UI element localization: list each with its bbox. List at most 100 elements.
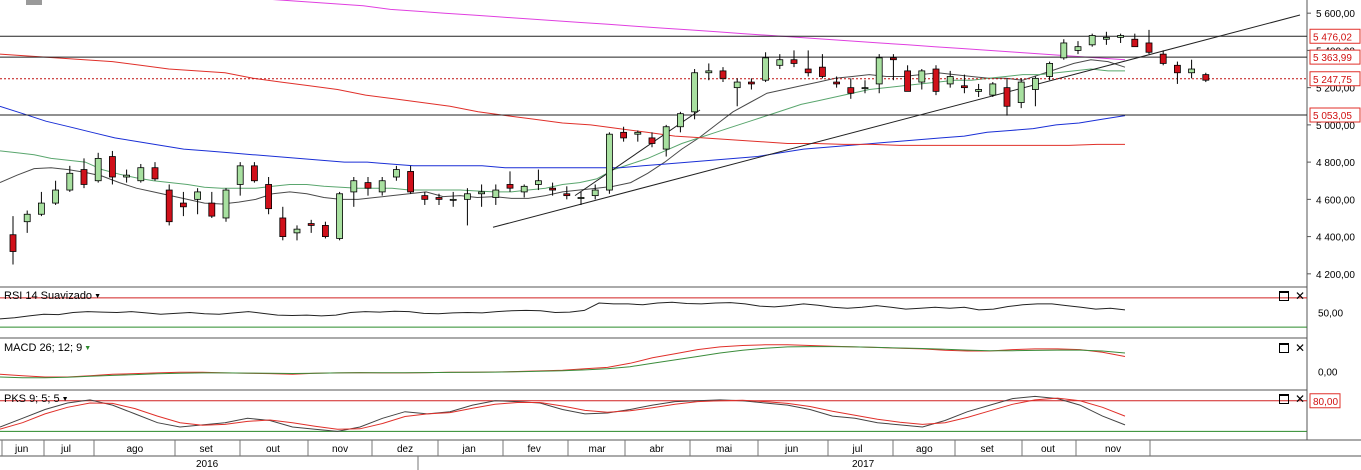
pks-indicator-name: PKS 9; 5; 5: [4, 393, 60, 405]
candle-down: [549, 187, 556, 191]
candle-down: [208, 202, 216, 217]
candle-up: [705, 70, 713, 74]
candle-up: [1103, 36, 1110, 40]
candle-up: [137, 167, 145, 182]
candle-down: [748, 81, 755, 85]
month-label: abr: [650, 444, 665, 455]
candle-up: [378, 180, 386, 193]
candle-down: [932, 68, 940, 92]
candle-up: [350, 180, 358, 193]
month-label: out: [266, 444, 280, 455]
level-value-label: 5 476,02: [1313, 32, 1352, 43]
candle-down: [1003, 87, 1011, 107]
window-box-icon[interactable]: [1279, 291, 1289, 301]
candle-up: [1032, 77, 1039, 90]
candle-up: [1046, 63, 1053, 77]
ma-long-line: [0, 105, 1126, 169]
candle-up: [1088, 35, 1096, 46]
window-box-icon[interactable]: [1279, 343, 1289, 353]
pks-pane-controls: ✕: [1279, 392, 1306, 406]
candle-up: [1060, 42, 1068, 59]
candle-up: [520, 185, 528, 193]
toolbar-corner-icon[interactable]: [26, 0, 42, 5]
caret-down-icon[interactable]: ▼: [94, 292, 101, 300]
candle-down: [790, 59, 798, 64]
candle-up: [861, 87, 869, 90]
level-value-label: 5 247,75: [1313, 75, 1352, 86]
candle-down: [1159, 53, 1167, 64]
candle-up: [52, 189, 59, 204]
pks-indicator-label[interactable]: PKS 9; 5; 5 ▼: [4, 393, 69, 405]
candle-down: [506, 184, 514, 189]
candle-up: [691, 72, 698, 113]
rsi-indicator-label[interactable]: RSI 14 Suavizado ▼: [4, 290, 101, 302]
caret-down-icon[interactable]: ▼: [61, 395, 69, 403]
month-label: mar: [589, 444, 607, 455]
close-icon[interactable]: ✕: [1295, 392, 1306, 406]
month-label: ago: [127, 444, 144, 455]
candle-up: [1188, 68, 1195, 74]
caret-down-icon[interactable]: ▼: [84, 344, 92, 352]
candle-up: [606, 133, 613, 191]
candle-down: [250, 165, 258, 182]
pks-level-box: [1309, 393, 1341, 409]
macd-indicator-name: MACD 26; 12; 9: [4, 342, 83, 354]
candle-down: [620, 131, 627, 139]
candle-up: [478, 191, 486, 195]
level-value-box: [1309, 28, 1361, 44]
candle-up: [94, 157, 102, 182]
macd-pane-controls: ✕: [1279, 341, 1306, 355]
price-ytick-label: 4 200,00: [1316, 270, 1355, 281]
candle-up: [236, 165, 244, 185]
candle-down: [80, 169, 88, 185]
candle-up: [23, 213, 31, 223]
candle-up: [449, 198, 457, 201]
candle-down: [847, 87, 855, 94]
candle-down: [165, 189, 173, 223]
level-value-label: 5 363,99: [1313, 53, 1352, 64]
candle-up: [1074, 46, 1082, 51]
candle-up: [875, 57, 883, 85]
candle-up: [535, 180, 542, 185]
price-ytick-label: 5 600,00: [1316, 9, 1355, 20]
close-icon[interactable]: ✕: [1295, 289, 1306, 303]
candle-up: [222, 189, 230, 219]
pks-ytick-label: 80,00: [1313, 397, 1338, 408]
window-box-icon[interactable]: [1279, 394, 1289, 404]
month-label: set: [981, 444, 995, 455]
candle-down: [321, 225, 329, 237]
candle-up: [577, 197, 585, 199]
candle-down: [151, 167, 159, 180]
candle-down: [364, 182, 372, 189]
ma-medium-line: [0, 68, 1125, 193]
macd-signal-line: [0, 346, 1126, 379]
candle-down: [109, 156, 116, 178]
candle-up: [946, 76, 954, 85]
month-label: nov: [332, 444, 348, 455]
candle-up: [492, 189, 500, 198]
year-label: 2016: [196, 459, 219, 470]
rsi-pane-controls: ✕: [1279, 289, 1306, 303]
candle-down: [819, 66, 826, 77]
candle-up: [194, 191, 202, 200]
candle-up: [1017, 81, 1025, 103]
candle-down: [307, 223, 315, 226]
candle-up: [989, 83, 997, 96]
ma-very-long-line: [272, 0, 1126, 61]
candle-down: [563, 193, 571, 197]
pks-d-line: [0, 397, 1126, 430]
candle-down: [421, 195, 429, 200]
month-label: fev: [528, 444, 541, 455]
candle-down: [407, 171, 415, 193]
candle-up: [591, 189, 599, 197]
close-icon[interactable]: ✕: [1295, 341, 1306, 355]
candle-down: [1145, 42, 1153, 53]
candle-up: [463, 193, 471, 200]
candle-up: [123, 174, 130, 178]
macd-indicator-label[interactable]: MACD 26; 12; 9 ▼: [4, 342, 91, 354]
month-label: jan: [462, 444, 476, 455]
month-label: jun: [784, 444, 798, 455]
candle-down: [648, 137, 656, 144]
candle-up: [918, 70, 926, 83]
